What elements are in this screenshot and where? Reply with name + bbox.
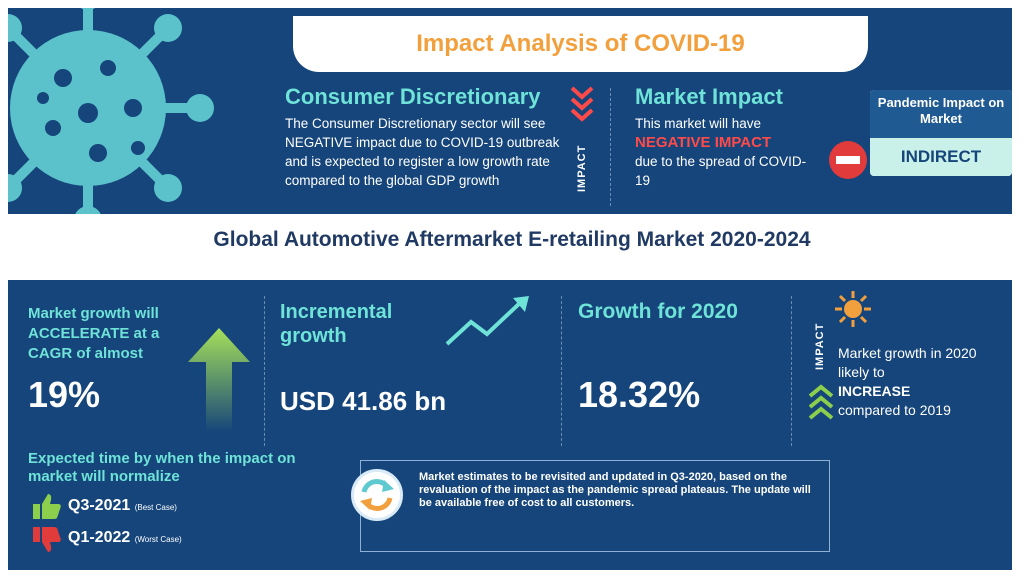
increase-emphasis: INCREASE	[838, 383, 911, 399]
growth-2020-label: Growth for 2020	[578, 300, 738, 323]
worst-case-value: Q1-2022	[68, 529, 131, 546]
consumer-heading: Consumer Discretionary	[285, 84, 541, 109]
best-case-value: Q3-2021	[68, 497, 131, 514]
sun-icon	[835, 291, 871, 327]
update-note-box: Market estimates to be revisited and upd…	[351, 460, 830, 552]
divider	[264, 296, 265, 446]
update-note-text: Market estimates to be revisited and upd…	[419, 471, 811, 509]
market-title: Global Automotive Aftermarket E-retailin…	[213, 228, 811, 251]
growth-2020-value: 18.32%	[578, 374, 701, 415]
chevrons-down-icon	[570, 86, 594, 122]
divider	[561, 296, 562, 446]
increase-text: Market growth in 2020 likely to INCREASE…	[838, 344, 1006, 420]
incremental-value: USD 41.86 bn	[280, 386, 447, 416]
pandemic-impact-value: INDIRECT	[870, 138, 1012, 176]
best-case: Q3-2021 (Best Case)	[68, 497, 177, 515]
refresh-icon-container	[351, 469, 403, 521]
page-title: Impact Analysis of COVID-19	[293, 16, 868, 72]
increase-line1: Market growth in 2020 likely to	[838, 345, 977, 380]
arrow-up-icon	[188, 328, 250, 432]
cagr-value: 19%	[28, 374, 101, 415]
covid-impact-panel: Impact Analysis of COVID-19 Consumer Dis…	[8, 8, 1012, 214]
divider	[610, 88, 611, 206]
virus-icon	[8, 8, 214, 214]
best-case-tag: (Best Case)	[134, 503, 177, 512]
thumbs-down-icon	[33, 527, 61, 552]
divider	[791, 296, 792, 446]
market-impact-heading: Market Impact	[635, 84, 783, 109]
pandemic-impact-title: Pandemic Impact on Market	[870, 90, 1012, 138]
market-impact-body: This market will have NEGATIVE IMPACT du…	[635, 114, 815, 190]
market-stats-panel: Market growth will ACCELERATE at a CAGR …	[8, 280, 1012, 570]
impact-vertical-label: IMPACT	[576, 144, 588, 192]
thumbs-up-icon	[33, 494, 61, 519]
chevrons-up-icon	[808, 384, 834, 420]
no-entry-icon	[829, 141, 867, 179]
market-impact-line2: due to the spread of COVID-19	[635, 154, 807, 188]
market-impact-line1: This market will have	[635, 116, 762, 131]
consumer-body: The Consumer Discretionary sector will s…	[285, 116, 560, 188]
refresh-icon	[360, 479, 394, 511]
pandemic-impact-box: Pandemic Impact on Market INDIRECT	[870, 90, 1012, 176]
increase-line2: compared to 2019	[838, 402, 951, 418]
cagr-label: Market growth will ACCELERATE at a CAGR …	[28, 305, 160, 362]
trend-line-icon	[445, 296, 529, 346]
worst-case: Q1-2022 (Worst Case)	[68, 529, 182, 547]
impact-vertical-label: IMPACT	[814, 322, 826, 370]
normalize-heading: Expected time by when the impact on mark…	[28, 450, 296, 485]
incremental-label: Incremental growth	[280, 301, 393, 347]
negative-impact-text: NEGATIVE IMPACT	[635, 134, 772, 151]
worst-case-tag: (Worst Case)	[134, 535, 182, 544]
